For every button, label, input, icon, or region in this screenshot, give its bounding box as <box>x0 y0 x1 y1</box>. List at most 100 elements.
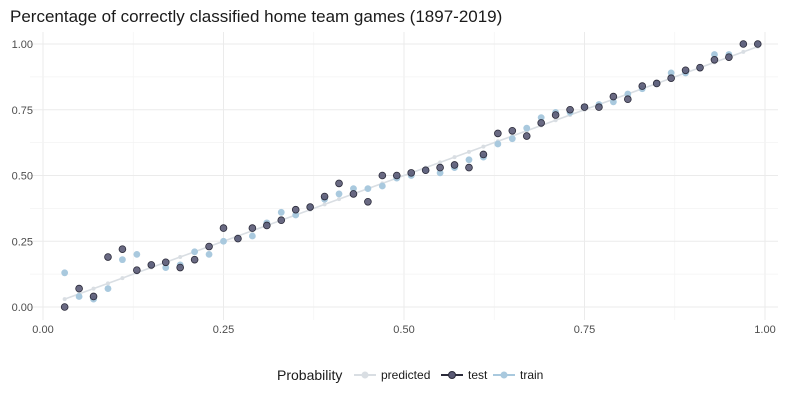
predicted-point <box>481 144 486 149</box>
legend-label-test: test <box>468 368 488 382</box>
predicted-point <box>91 286 96 291</box>
test-point <box>494 129 502 138</box>
test-point <box>638 82 647 90</box>
legend: Probability predicted test train <box>277 367 543 383</box>
test-point <box>335 179 343 188</box>
test-point <box>104 253 112 261</box>
legend-key-train-point <box>500 371 508 379</box>
test-point <box>753 40 762 48</box>
test-point <box>566 105 574 114</box>
test-point <box>667 74 675 82</box>
predicted-point <box>452 155 457 160</box>
predicted-point <box>322 202 327 207</box>
test-point <box>551 111 560 119</box>
predicted-point <box>438 160 443 165</box>
test-point <box>465 163 473 172</box>
train-point <box>248 232 256 240</box>
test-point <box>421 166 430 175</box>
train-point <box>191 248 199 256</box>
predicted-point <box>105 281 110 286</box>
train-point <box>523 124 531 132</box>
test-point <box>277 216 286 225</box>
test-point <box>392 171 401 180</box>
test-point <box>75 284 83 293</box>
test-points <box>60 40 762 311</box>
legend-key-test-point <box>448 371 456 379</box>
legend-title: Probability <box>277 367 342 383</box>
y-tick-label: 0.25 <box>12 236 33 248</box>
train-point <box>465 156 473 164</box>
test-point <box>176 263 184 272</box>
test-point <box>725 53 733 61</box>
legend-item-predicted: predicted <box>354 368 430 382</box>
test-point <box>320 192 329 201</box>
test-point <box>364 198 372 206</box>
train-point <box>537 114 545 122</box>
x-tick-label: 1.00 <box>754 324 775 336</box>
train-point <box>292 211 300 219</box>
legend-key-predicted-point <box>361 371 369 379</box>
train-point <box>205 251 213 258</box>
predicted-point <box>466 149 471 154</box>
train-point <box>494 140 502 148</box>
test-point <box>595 103 603 111</box>
test-point <box>681 66 690 75</box>
train-point <box>335 190 343 198</box>
predicted-point <box>120 276 125 281</box>
predicted-point <box>741 49 746 54</box>
predicted-point <box>337 197 342 202</box>
train-point <box>624 90 632 98</box>
test-point <box>248 224 257 232</box>
test-point <box>522 132 531 140</box>
test-point <box>205 242 213 251</box>
train-point <box>350 185 357 193</box>
test-point <box>118 245 127 253</box>
predicted-point <box>178 255 183 260</box>
x-tick-label: 0.00 <box>32 324 53 336</box>
predicted-point <box>553 118 558 123</box>
test-point <box>190 255 199 264</box>
y-tick-label: 0.50 <box>12 171 33 183</box>
test-point <box>291 205 300 214</box>
train-point <box>609 98 617 106</box>
test-point <box>624 95 632 104</box>
train-point <box>364 185 372 193</box>
train-point <box>61 269 69 277</box>
test-point <box>609 92 618 101</box>
train-point <box>104 285 112 292</box>
train-point <box>133 251 141 258</box>
x-axis-ticks: 0.00 0.25 0.50 0.75 1.00 <box>32 324 775 336</box>
test-point <box>378 171 387 180</box>
test-point <box>133 266 141 274</box>
train-point <box>162 264 170 271</box>
test-point <box>306 203 314 211</box>
train-point <box>711 51 718 58</box>
y-tick-label: 0.75 <box>12 105 33 117</box>
train-point <box>119 256 126 264</box>
train-point <box>220 237 227 245</box>
train-point <box>667 69 675 77</box>
test-point <box>349 190 358 198</box>
test-point <box>710 55 719 64</box>
chart-title: Percentage of correctly classified home … <box>10 7 502 26</box>
test-point <box>450 161 459 169</box>
train-point <box>436 169 444 177</box>
test-point <box>508 126 517 135</box>
y-tick-label: 0.00 <box>12 302 33 314</box>
test-point <box>147 261 156 269</box>
x-tick-label: 0.25 <box>213 324 234 336</box>
predicted-point <box>62 297 67 302</box>
train-point <box>277 208 285 216</box>
test-point <box>537 119 545 127</box>
train-point <box>378 182 386 190</box>
test-point <box>652 79 661 88</box>
train-point <box>75 293 83 300</box>
test-point <box>234 234 242 243</box>
legend-item-test: test <box>441 368 488 382</box>
test-point <box>161 258 170 267</box>
legend-label-predicted: predicted <box>381 368 430 382</box>
y-axis-ticks: 0.00 0.25 0.50 0.75 1.00 <box>12 39 33 314</box>
y-tick-label: 1.00 <box>12 39 33 51</box>
test-point <box>436 163 444 172</box>
